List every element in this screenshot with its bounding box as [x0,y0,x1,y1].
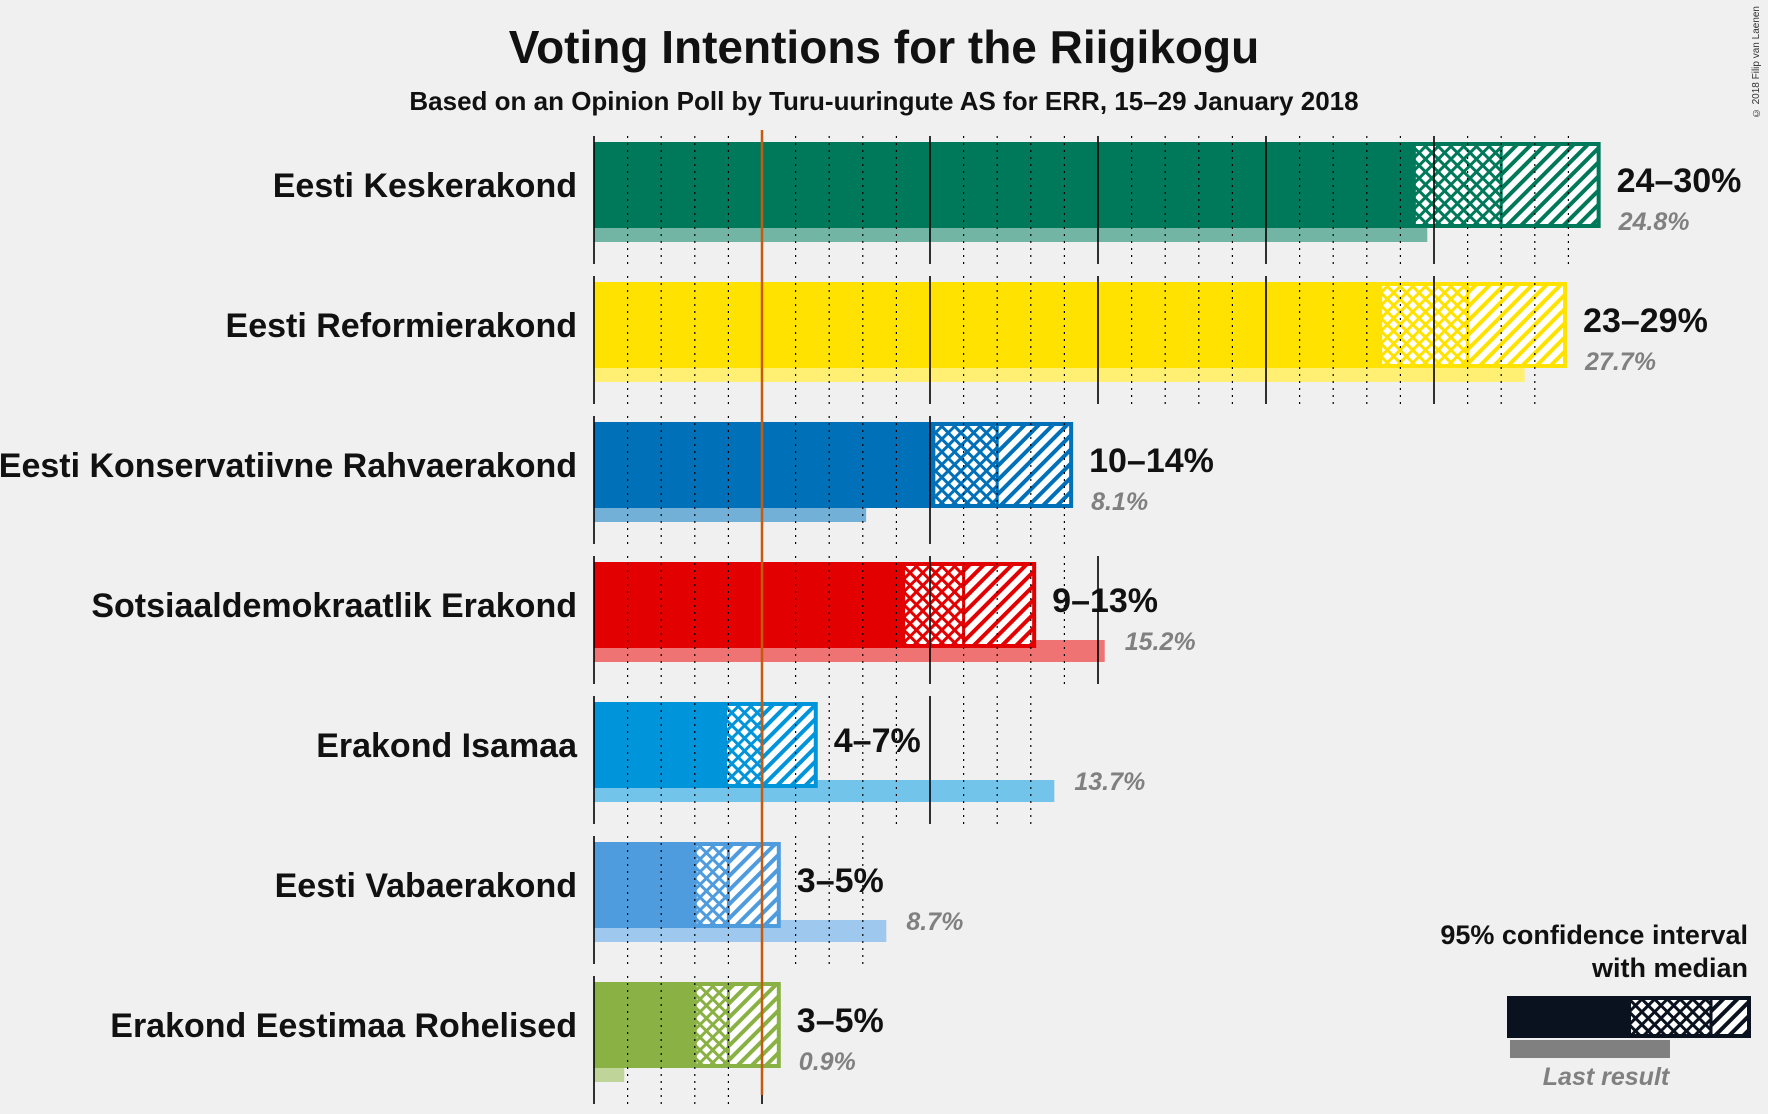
party-label: Eesti Keskerakond [273,167,577,205]
chart-title: Voting Intentions for the Riigikogu [508,21,1260,73]
ci-median-high [997,424,1072,506]
bar-solid [594,982,695,1068]
last-result-label: 27.7% [1584,348,1656,376]
ci-outline [1411,142,1601,228]
range-label: 4–7% [834,722,921,760]
ci-median-high [1467,284,1566,366]
legend-ci-high [1711,998,1749,1036]
legend-last-result-label: Last result [1543,1063,1671,1091]
bar-solid [594,562,904,648]
ci-median-high [728,844,779,926]
ci-low-median [694,984,729,1066]
ci-outline [723,702,818,788]
ci-median-high [728,984,779,1066]
bar-solid [594,282,1381,368]
party-label: Sotsiaaldemokraatlik Erakond [91,587,577,625]
bar-solid [594,142,1414,228]
ci-median-high [963,564,1035,646]
ci-median-high [1501,144,1599,226]
legend-ci-outline [1627,996,1751,1038]
party-label: Erakond Eestimaa Rohelised [110,1007,577,1045]
last-result-label: 0.9% [799,1048,856,1076]
legend-solid-bar [1507,996,1629,1038]
ci-low-median [903,564,964,646]
ci-median-high [762,704,816,786]
ci-outline [901,562,1037,648]
bar-solid [594,702,726,788]
ci-low-median [1380,284,1468,366]
range-label: 3–5% [797,1002,884,1040]
legend-subtitle: with median [1591,953,1748,983]
ci-low-median [933,424,998,506]
range-label: 10–14% [1089,442,1214,480]
legend-title: 95% confidence interval [1440,920,1748,950]
party-label: Eesti Vabaerakond [275,867,577,905]
range-label: 9–13% [1052,582,1158,620]
last-result-label: 24.8% [1618,208,1690,236]
range-label: 24–30% [1617,162,1742,200]
party-label: Eesti Konservatiivne Rahvaerakond [0,447,577,485]
chart-subtitle: Based on an Opinion Poll by Turu-uuringu… [409,86,1359,116]
last-result-label: 8.1% [1091,488,1148,516]
last-result-label: 15.2% [1125,628,1196,656]
bar-solid [594,842,695,928]
ci-low-median [725,704,762,786]
ci-low-median [1413,144,1502,226]
legend-ci-low [1629,998,1711,1036]
last-result-label: 13.7% [1074,768,1145,796]
bar-solid [594,422,934,508]
ci-low-median [694,844,729,926]
range-label: 3–5% [797,862,884,900]
last-result-label: 8.7% [906,908,963,936]
range-label: 23–29% [1583,302,1708,340]
party-label: Erakond Isamaa [316,727,578,765]
ci-outline [1378,282,1568,368]
legend-last-result-bar [1510,1040,1670,1058]
ci-outline [931,422,1074,508]
party-label: Eesti Reformierakond [226,307,577,345]
